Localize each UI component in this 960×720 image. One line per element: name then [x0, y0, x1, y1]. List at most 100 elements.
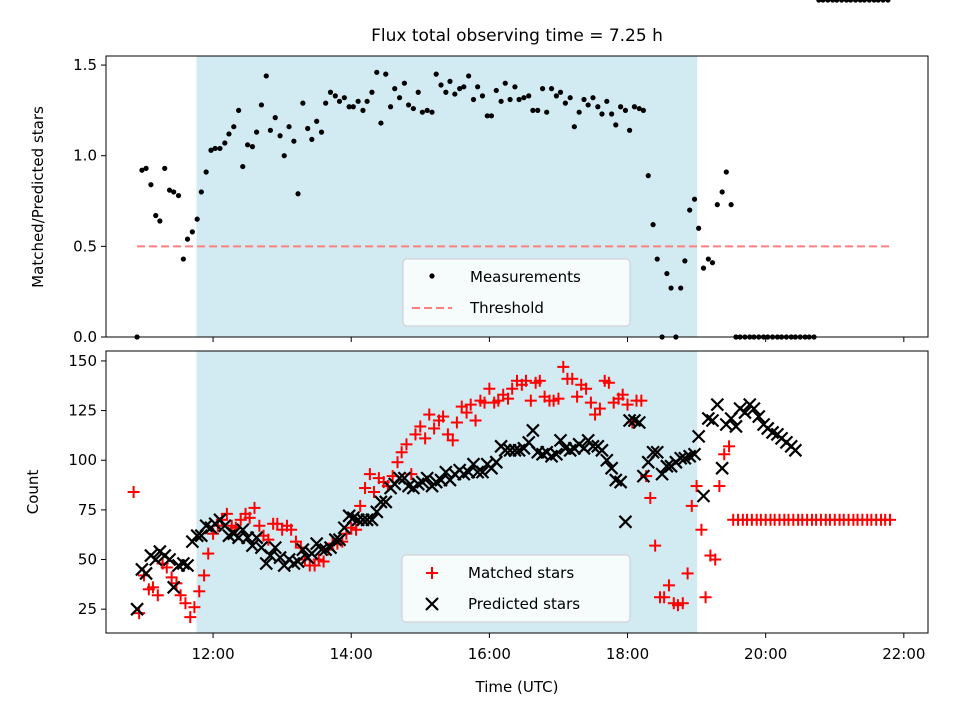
measurement-point: [374, 69, 380, 75]
predicted-star-point: [268, 540, 283, 555]
matched-star-point: [409, 428, 422, 441]
matched-star-point: [519, 374, 532, 387]
measurement-point: [650, 222, 656, 228]
predicted-star-point: [549, 447, 564, 462]
measurement-point: [609, 111, 615, 117]
measurement-point: [631, 104, 638, 110]
matched-star-point: [368, 486, 381, 498]
bottom-legend: Matched stars Predicted stars: [401, 554, 631, 623]
measurement-point: [166, 187, 173, 193]
measurement-point: [696, 225, 702, 231]
measurement-point: [336, 98, 343, 104]
predicted-star-point: [194, 528, 209, 543]
measurement-point: [507, 96, 513, 103]
x-tick-label: 12:00: [191, 645, 234, 663]
matched-star-point: [193, 585, 206, 598]
matched-star-point: [414, 420, 427, 433]
y-tick-label: 1.0: [73, 147, 97, 165]
matched-star-point: [616, 388, 629, 401]
measurement-point: [305, 125, 311, 132]
y-tick-label: 100: [68, 451, 97, 469]
measurement-point: [410, 105, 416, 112]
matched-star-point: [884, 513, 897, 526]
measurement-point: [539, 86, 546, 92]
measurement-point: [687, 207, 693, 213]
measurement-point: [272, 115, 278, 121]
matched-star-point: [202, 547, 215, 560]
measurement-point: [645, 173, 651, 179]
matched-star-point: [359, 482, 372, 495]
measurement-point: [249, 144, 256, 150]
measurement-point: [392, 86, 398, 92]
measurement-point: [664, 270, 670, 277]
y-tick-label: 25: [78, 600, 97, 618]
bottom-y-axis-label: Count: [24, 470, 42, 515]
measurement-point: [208, 147, 214, 153]
matched-star-point: [179, 597, 192, 610]
measurement-point: [526, 93, 532, 99]
predicted-star-point: [166, 580, 181, 595]
measurement-point: [217, 145, 223, 152]
measurement-point: [816, 0, 822, 3]
measurement-point: [530, 107, 536, 113]
measurement-point: [880, 0, 886, 3]
predicted-star-point: [701, 411, 716, 426]
predicted-star-point: [249, 530, 264, 545]
measurement-point: [332, 93, 338, 99]
measurement-point: [571, 124, 577, 130]
measurement-point: [277, 133, 283, 139]
measurement-point: [595, 104, 601, 110]
top-y-axis-label: Matched/Predicted stars: [29, 106, 47, 288]
matched-star-point: [133, 607, 146, 620]
measurement-point: [618, 104, 624, 110]
matched-star-point: [437, 410, 450, 423]
measurement-point: [194, 216, 200, 222]
matched-star-point: [450, 416, 463, 429]
matched-star-point: [184, 611, 197, 624]
matched-star-point: [566, 372, 579, 385]
measurement-point: [585, 102, 591, 108]
measurement-point: [314, 118, 320, 124]
top-axes-frame: [105, 55, 929, 338]
measurement-point: [433, 71, 439, 77]
x-tick-label: 18:00: [606, 645, 649, 663]
measurement-point: [263, 73, 269, 79]
measurement-point: [355, 98, 361, 104]
matched-star-point: [248, 501, 261, 514]
predicted-star-point: [235, 522, 250, 537]
predicted-star-point: [747, 401, 761, 416]
measurement-point: [875, 0, 881, 3]
matched-star-point: [220, 507, 233, 520]
matched-star-point: [709, 553, 722, 566]
measurement-point: [723, 169, 729, 175]
measurement-point: [153, 212, 159, 219]
predicted-star-point: [636, 469, 651, 483]
top-y-ticks: 0.0 0.5 1.0 1.5: [73, 56, 106, 346]
y-tick-label: 0.0: [73, 328, 97, 346]
measurement-point: [157, 218, 163, 224]
measurement-point: [493, 87, 499, 94]
y-tick-label: 75: [78, 501, 97, 519]
measurement-point: [175, 192, 182, 199]
measurement-point: [861, 0, 868, 3]
measurement-point: [714, 202, 720, 208]
matched-star-point: [285, 523, 298, 536]
measurement-point: [830, 0, 836, 3]
predicted-star-point: [378, 495, 393, 509]
top-x-ticks: [212, 337, 905, 342]
predicted-star-point: [498, 443, 513, 458]
measurement-point: [309, 136, 315, 142]
legend-matched-marker: [426, 567, 438, 579]
matched-star-point: [571, 390, 584, 403]
matched-star-point: [262, 533, 275, 546]
measurement-point: [364, 98, 370, 104]
matched-star-point: [483, 382, 496, 395]
measurement-point: [346, 104, 352, 110]
predicted-star-point: [342, 509, 356, 523]
legend-measurements-marker: [429, 273, 435, 279]
predicted-star-point: [420, 471, 434, 485]
predicted-star-point: [374, 495, 388, 509]
predicted-star-point: [595, 443, 609, 458]
matched-star-point: [644, 491, 657, 504]
